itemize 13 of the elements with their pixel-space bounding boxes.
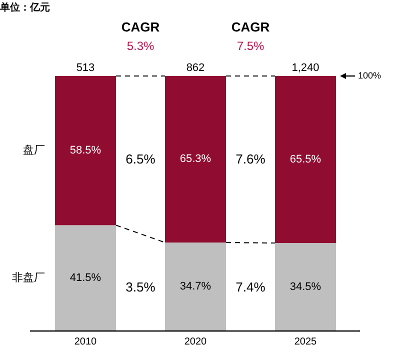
annotation: 7.4% <box>236 279 266 294</box>
annotation: 7.5% <box>236 39 264 54</box>
annotation: 513 <box>76 62 95 74</box>
annotation: 6.5% <box>126 151 156 166</box>
annotation: 5.3% <box>126 39 154 54</box>
annotation: 862 <box>186 62 205 74</box>
annotation: CAGR <box>231 19 270 34</box>
annotation: 3.5% <box>126 279 156 294</box>
annotation: 单位：亿元 <box>0 2 50 14</box>
annotation: 7.6% <box>236 151 266 166</box>
annotation: 100% <box>358 70 382 80</box>
annotation: CAGR <box>121 19 160 34</box>
annotation: 1,240 <box>292 62 320 74</box>
